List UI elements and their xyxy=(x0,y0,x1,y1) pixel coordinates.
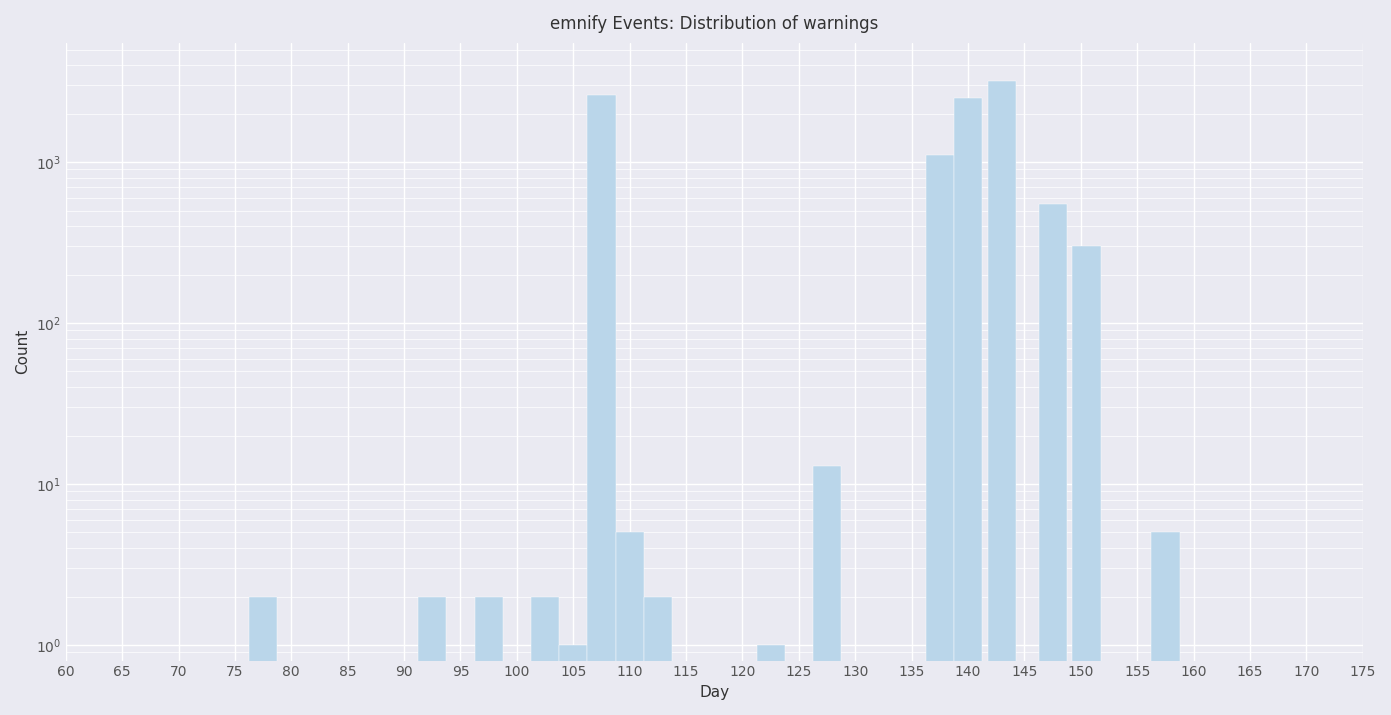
Bar xyxy=(954,98,982,715)
Bar xyxy=(812,465,842,715)
Bar xyxy=(644,596,672,715)
Bar xyxy=(249,596,277,715)
Bar xyxy=(926,155,954,715)
Title: emnify Events: Distribution of warnings: emnify Events: Distribution of warnings xyxy=(549,15,879,33)
Bar xyxy=(757,645,785,715)
Bar xyxy=(1039,204,1067,715)
Bar xyxy=(531,596,559,715)
Bar xyxy=(474,596,502,715)
Bar xyxy=(587,95,616,715)
Bar xyxy=(559,645,587,715)
Bar xyxy=(1072,246,1100,715)
Bar xyxy=(616,533,644,715)
X-axis label: Day: Day xyxy=(700,685,729,700)
Bar xyxy=(1152,533,1180,715)
Bar xyxy=(419,596,447,715)
Bar xyxy=(988,81,1015,715)
Y-axis label: Count: Count xyxy=(15,329,31,375)
